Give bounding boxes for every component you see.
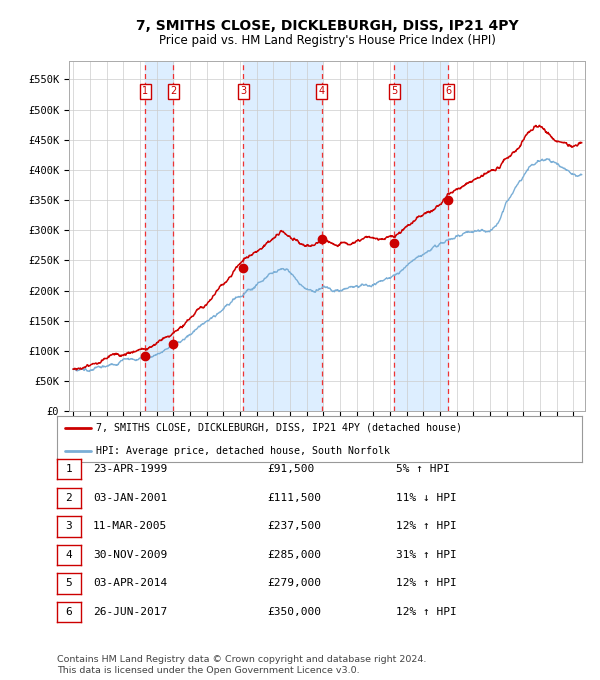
Text: 6: 6 bbox=[65, 607, 73, 617]
Text: 23-APR-1999: 23-APR-1999 bbox=[93, 464, 167, 474]
Text: 2: 2 bbox=[170, 86, 176, 97]
Text: 1: 1 bbox=[65, 464, 73, 474]
Text: 3: 3 bbox=[240, 86, 246, 97]
Text: 12% ↑ HPI: 12% ↑ HPI bbox=[396, 522, 457, 531]
Text: 03-JAN-2001: 03-JAN-2001 bbox=[93, 493, 167, 503]
Text: 4: 4 bbox=[319, 86, 325, 97]
Text: £279,000: £279,000 bbox=[267, 579, 321, 588]
Text: 11% ↓ HPI: 11% ↓ HPI bbox=[396, 493, 457, 503]
Bar bbox=[145, 61, 173, 411]
Text: 2: 2 bbox=[65, 493, 73, 503]
Text: Price paid vs. HM Land Registry's House Price Index (HPI): Price paid vs. HM Land Registry's House … bbox=[158, 34, 496, 47]
Text: HPI: Average price, detached house, South Norfolk: HPI: Average price, detached house, Sout… bbox=[97, 446, 391, 456]
Text: £111,500: £111,500 bbox=[267, 493, 321, 503]
Text: 31% ↑ HPI: 31% ↑ HPI bbox=[396, 550, 457, 560]
Text: 6: 6 bbox=[445, 86, 451, 97]
Text: £237,500: £237,500 bbox=[267, 522, 321, 531]
Bar bbox=[243, 61, 322, 411]
Text: £350,000: £350,000 bbox=[267, 607, 321, 617]
Bar bbox=[394, 61, 448, 411]
Text: 5% ↑ HPI: 5% ↑ HPI bbox=[396, 464, 450, 474]
Text: £285,000: £285,000 bbox=[267, 550, 321, 560]
Text: 4: 4 bbox=[65, 550, 73, 560]
Text: 1: 1 bbox=[142, 86, 148, 97]
Text: 7, SMITHS CLOSE, DICKLEBURGH, DISS, IP21 4PY: 7, SMITHS CLOSE, DICKLEBURGH, DISS, IP21… bbox=[136, 19, 518, 33]
Text: 12% ↑ HPI: 12% ↑ HPI bbox=[396, 607, 457, 617]
Text: 11-MAR-2005: 11-MAR-2005 bbox=[93, 522, 167, 531]
Text: This data is licensed under the Open Government Licence v3.0.: This data is licensed under the Open Gov… bbox=[57, 666, 359, 675]
Text: 5: 5 bbox=[65, 579, 73, 588]
Text: Contains HM Land Registry data © Crown copyright and database right 2024.: Contains HM Land Registry data © Crown c… bbox=[57, 656, 427, 664]
Text: £91,500: £91,500 bbox=[267, 464, 314, 474]
Text: 30-NOV-2009: 30-NOV-2009 bbox=[93, 550, 167, 560]
Text: 3: 3 bbox=[65, 522, 73, 531]
Text: 26-JUN-2017: 26-JUN-2017 bbox=[93, 607, 167, 617]
Text: 12% ↑ HPI: 12% ↑ HPI bbox=[396, 579, 457, 588]
Text: 03-APR-2014: 03-APR-2014 bbox=[93, 579, 167, 588]
Text: 7, SMITHS CLOSE, DICKLEBURGH, DISS, IP21 4PY (detached house): 7, SMITHS CLOSE, DICKLEBURGH, DISS, IP21… bbox=[97, 423, 463, 432]
Text: 5: 5 bbox=[391, 86, 397, 97]
